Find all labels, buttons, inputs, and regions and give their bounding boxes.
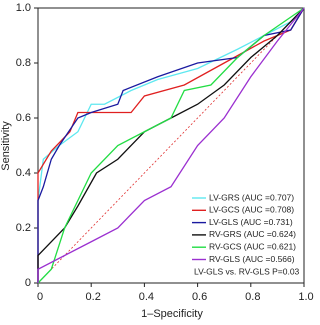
legend-label: LV-GLS (AUC =0.731)	[209, 217, 293, 227]
roc-curve	[37, 7, 305, 283]
x-axis-label: 1–Specificity	[141, 308, 203, 320]
y-tick-label: 0.8	[16, 57, 31, 69]
annotation: LV-GLS vs. RV-GLS P=0.03	[194, 266, 300, 276]
x-tick-label: 0.6	[192, 291, 207, 303]
x-tick-label: 0.4	[139, 291, 154, 303]
y-tick-label: 0.2	[16, 222, 31, 234]
x-tick-label: 1.0	[298, 291, 313, 303]
legend-label: RV-GCS (AUC =0.621)	[209, 241, 296, 251]
y-tick-label: 1.0	[16, 2, 31, 14]
legend-label: LV-GRS (AUC =0.707)	[209, 192, 294, 202]
roc-curve	[37, 7, 305, 283]
roc-curve	[37, 7, 305, 283]
y-tick-label: 0.6	[16, 112, 31, 124]
x-tick-label: 0.8	[245, 291, 260, 303]
plot-frame	[37, 7, 305, 284]
legend-label: LV-GCS (AUC =0.708)	[209, 205, 294, 215]
x-tick-label: 0	[37, 291, 43, 303]
y-tick-label: 0	[25, 277, 31, 289]
x-tick-label: 0.2	[86, 291, 101, 303]
y-tick-label: 0.4	[16, 167, 31, 179]
roc-curve	[37, 7, 305, 284]
legend-label: RV-GLS (AUC =0.566)	[209, 254, 295, 264]
legend-label: RV-GRS (AUC =0.624)	[209, 229, 296, 239]
y-axis-label: Sensitivity	[0, 121, 12, 171]
